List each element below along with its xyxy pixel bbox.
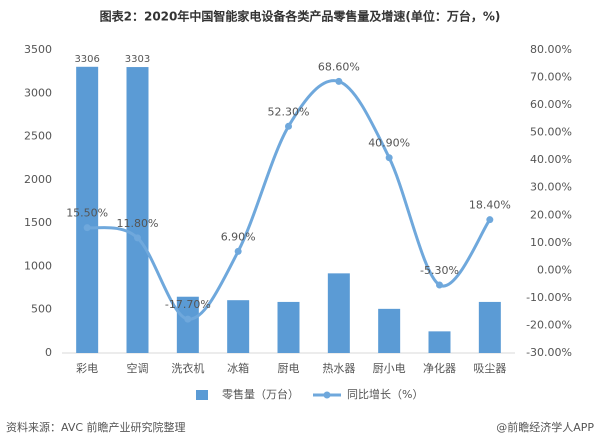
y-tick-label: 1500: [24, 216, 52, 229]
line-value-label: 68.60%: [318, 60, 360, 73]
credit: @前瞻经济学人APP: [496, 420, 594, 434]
x-tick-label: 热水器: [322, 362, 355, 375]
line-value-label: 18.40%: [469, 199, 511, 212]
bar: [277, 301, 300, 353]
y2-tick-label: 0.00%: [537, 263, 572, 276]
line-point: [385, 154, 393, 162]
y2-tick-label: -10.00%: [526, 291, 572, 304]
x-tick-label: 冰箱: [227, 361, 249, 375]
y2-tick-label: -30.00%: [526, 346, 572, 359]
legend-swatch-point: [323, 391, 331, 399]
x-tick-label: 彩电: [76, 362, 98, 375]
line-point: [436, 281, 443, 289]
bar: [428, 331, 451, 353]
bar: [327, 273, 350, 353]
y-tick-label: 3000: [24, 86, 52, 99]
y2-tick-label: -20.00%: [526, 318, 572, 331]
x-tick-label: 洗衣机: [171, 361, 204, 375]
source: 资料来源：AVC 前瞻产业研究院整理: [6, 420, 186, 434]
bar: [126, 67, 149, 354]
y-tick-label: 2500: [24, 130, 52, 143]
x-tick-label: 吸尘器: [473, 362, 506, 375]
line-point: [335, 77, 343, 85]
line-point: [486, 216, 494, 224]
line-value-label: 40.90%: [368, 137, 410, 150]
x-tick-label: 厨小电: [373, 362, 406, 375]
line-point: [134, 234, 141, 242]
x-tick-label: 净化器: [423, 361, 456, 375]
legend-label: 零售量（万台）: [222, 387, 299, 401]
y2-tick-label: 70.00%: [530, 71, 572, 84]
bar: [227, 300, 250, 353]
y-tick-label: 0: [45, 346, 52, 359]
y2-tick-label: 20.00%: [530, 208, 572, 221]
chart-title: 图表2：2020年中国智能家电设备各类产品零售量及增速(单位：万台，%): [100, 9, 501, 24]
bar-value-label: 3303: [125, 54, 150, 65]
y2-tick-label: 60.00%: [530, 98, 572, 111]
y2-tick-label: 40.00%: [530, 153, 572, 166]
bar: [478, 301, 501, 353]
line-point: [285, 122, 292, 130]
y-tick-label: 3500: [24, 43, 52, 56]
line-point: [184, 315, 192, 323]
bar: [378, 308, 401, 353]
line-value-label: 15.50%: [66, 207, 108, 220]
line-point: [83, 224, 91, 232]
line-value-label: 11.80%: [117, 217, 159, 230]
line-value-label: -5.30%: [420, 264, 459, 277]
x-tick-label: 空调: [127, 361, 149, 375]
legend-swatch: [196, 390, 208, 400]
bar-value-label: 3306: [74, 54, 99, 65]
y2-tick-label: 10.00%: [530, 236, 572, 249]
bar: [76, 66, 99, 353]
bar: [176, 296, 199, 353]
y2-tick-label: 30.00%: [530, 181, 572, 194]
x-tick-label: 厨电: [278, 362, 300, 375]
legend-label: 同比增长（%）: [347, 387, 423, 401]
line-value-label: 52.30%: [268, 105, 310, 118]
line-value-label: -17.70%: [165, 298, 211, 311]
y-tick-label: 1000: [24, 259, 52, 272]
line-value-label: 6.90%: [221, 230, 256, 243]
line-point: [234, 247, 242, 255]
y-tick-label: 2000: [24, 173, 52, 186]
y-tick-label: 500: [31, 303, 52, 316]
y2-tick-label: 80.00%: [530, 43, 572, 56]
y2-tick-label: 50.00%: [530, 126, 572, 139]
